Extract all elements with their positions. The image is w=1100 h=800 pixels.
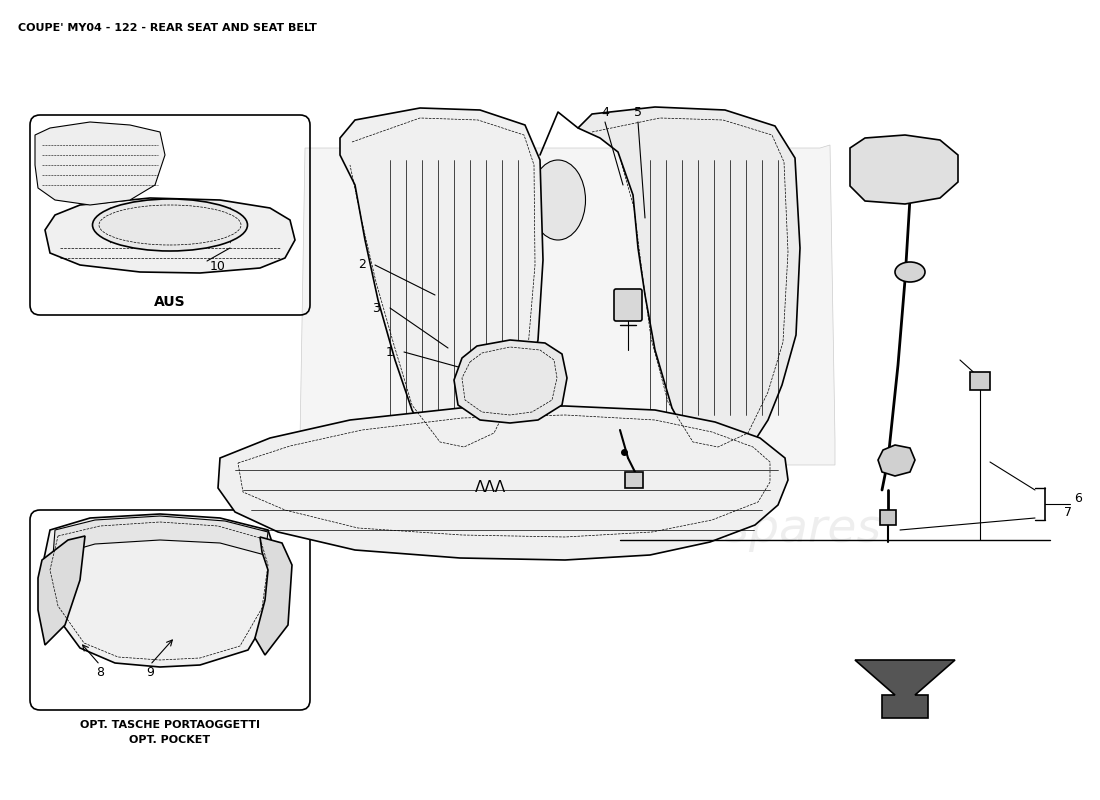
Text: 9: 9 — [146, 666, 154, 678]
Polygon shape — [53, 516, 268, 556]
Ellipse shape — [895, 262, 925, 282]
Polygon shape — [42, 514, 278, 667]
Text: COUPE' MY04 - 122 - REAR SEAT AND SEAT BELT: COUPE' MY04 - 122 - REAR SEAT AND SEAT B… — [18, 23, 317, 33]
Text: 1: 1 — [386, 346, 394, 358]
Polygon shape — [855, 660, 955, 718]
Polygon shape — [45, 198, 295, 273]
Text: 7: 7 — [1064, 506, 1072, 518]
Polygon shape — [578, 107, 800, 458]
Polygon shape — [454, 340, 566, 423]
Polygon shape — [300, 145, 835, 465]
Text: 10: 10 — [210, 261, 225, 274]
Text: eurospares: eurospares — [468, 298, 733, 342]
Polygon shape — [35, 122, 165, 205]
Polygon shape — [850, 135, 958, 204]
Text: ΛΛΛ: ΛΛΛ — [474, 481, 506, 495]
Text: 4: 4 — [601, 106, 609, 119]
Text: OPT. POCKET: OPT. POCKET — [130, 735, 210, 745]
Polygon shape — [39, 536, 85, 645]
Text: 6: 6 — [1074, 491, 1082, 505]
Text: 3: 3 — [372, 302, 379, 314]
FancyBboxPatch shape — [614, 289, 642, 321]
Text: spares: spares — [135, 231, 264, 269]
Polygon shape — [218, 406, 788, 560]
Text: OPT. TASCHE PORTAOGGETTI: OPT. TASCHE PORTAOGGETTI — [80, 720, 260, 730]
Ellipse shape — [530, 160, 585, 240]
Text: 5: 5 — [634, 106, 642, 119]
Bar — [880, 510, 896, 525]
Text: 8: 8 — [96, 666, 104, 678]
Polygon shape — [255, 537, 292, 655]
Bar — [625, 472, 644, 488]
Polygon shape — [878, 445, 915, 476]
Text: 2: 2 — [359, 258, 366, 271]
Text: AUS: AUS — [154, 295, 186, 309]
Ellipse shape — [92, 199, 248, 251]
Bar — [970, 372, 990, 390]
Polygon shape — [340, 108, 543, 458]
Text: eurospares: eurospares — [618, 507, 882, 553]
